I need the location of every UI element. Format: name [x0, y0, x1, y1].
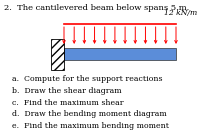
Text: 2.  The cantilevered beam below spans 5 m.: 2. The cantilevered beam below spans 5 m… [4, 4, 189, 12]
Bar [64, 48, 176, 60]
Text: d.  Draw the bending moment diagram: d. Draw the bending moment diagram [12, 110, 167, 118]
Text: b.  Draw the shear diagram: b. Draw the shear diagram [12, 87, 122, 95]
Text: 12 kN/m: 12 kN/m [164, 9, 197, 17]
Text: a.  Compute for the support reactions: a. Compute for the support reactions [12, 75, 162, 83]
Bar [51, 39, 64, 70]
Text: e.  Find the maximum bending moment: e. Find the maximum bending moment [12, 122, 169, 130]
Text: c.  Find the maximum shear: c. Find the maximum shear [12, 99, 124, 107]
